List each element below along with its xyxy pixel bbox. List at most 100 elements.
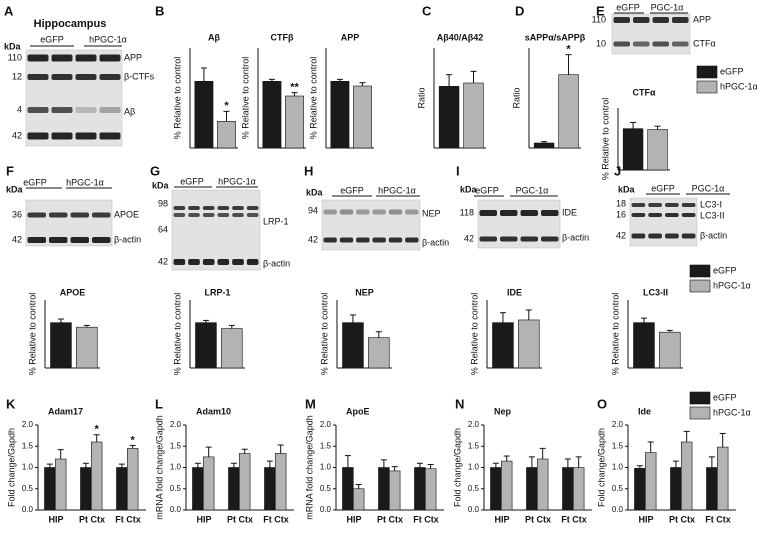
legend-swatch	[689, 279, 711, 293]
panel-letter: C	[422, 3, 432, 18]
blot-band	[51, 132, 73, 140]
marker-label: 110	[8, 52, 22, 62]
y-axis-label: % Relative to control	[172, 293, 182, 376]
y-tick-label: 0.5	[320, 484, 332, 493]
bar	[353, 85, 372, 149]
blot-band	[27, 74, 49, 80]
bar	[342, 322, 364, 369]
blot-band	[339, 209, 354, 215]
lane-label: eGFP	[340, 185, 364, 195]
marker-label: 36	[12, 209, 22, 219]
blot-band	[631, 213, 646, 217]
blot-band	[188, 213, 200, 217]
x-tick-label: Ft Ctx	[263, 514, 289, 524]
chart-title: Adam17	[48, 406, 83, 416]
blot-band	[652, 17, 669, 23]
blot-band	[188, 206, 200, 210]
blot-band	[648, 203, 662, 207]
band-label: LRP-1	[263, 216, 289, 226]
x-tick-label: Pt Ctx	[79, 514, 105, 524]
y-tick-label: 1.0	[468, 463, 480, 472]
blot-band	[70, 212, 89, 218]
bar	[80, 467, 92, 511]
kda-label: kDa	[6, 184, 24, 194]
legend-label: eGFP	[713, 392, 737, 402]
marker-label: 10	[596, 38, 606, 48]
y-tick-label: 0.5	[22, 484, 34, 493]
bar	[388, 470, 401, 511]
bar	[558, 74, 579, 149]
bar	[526, 467, 538, 511]
lane-label: eGFP	[651, 183, 675, 193]
blot-band	[541, 236, 559, 242]
legend-swatch	[696, 65, 718, 79]
bar	[116, 467, 128, 511]
panel-letter: E	[596, 3, 605, 18]
blot-band	[665, 213, 679, 217]
y-tick-label: 1.5	[612, 441, 624, 450]
bar	[195, 322, 217, 369]
bar	[217, 121, 236, 149]
blot-band	[188, 259, 200, 265]
chart-title: CTFβ	[271, 32, 294, 42]
marker-label: 42	[616, 230, 626, 240]
legend-label: hPGC-1α	[720, 81, 757, 91]
blot-band	[75, 107, 97, 113]
bar	[424, 468, 437, 511]
chart-title: sAPPα/sAPPβ	[525, 32, 586, 42]
y-tick-label: 0.5	[170, 484, 182, 493]
band-label: APP	[124, 52, 142, 62]
chart-title: Nep	[494, 406, 512, 416]
panel-letter: L	[155, 396, 163, 411]
y-axis-label: % Relative to control	[319, 293, 329, 376]
blot-band	[665, 233, 679, 239]
x-tick-label: Ft Ctx	[705, 514, 731, 524]
kda-label: kDa	[152, 180, 170, 190]
marker-label: 42	[158, 256, 168, 266]
bar	[352, 488, 365, 511]
y-tick-label: 0.0	[320, 505, 332, 514]
bar	[659, 331, 681, 369]
blot-band	[520, 210, 538, 216]
bar	[44, 467, 56, 511]
blot-band	[92, 237, 111, 243]
blot-band	[631, 203, 646, 207]
blot-title: Hippocampus	[34, 18, 107, 30]
y-tick-label: 2.0	[22, 420, 34, 429]
blot-band	[27, 237, 46, 243]
band-label: LC3-II	[700, 210, 725, 220]
legend-swatch	[696, 80, 718, 94]
bar	[438, 86, 460, 149]
y-axis-label: % Relative to control	[600, 98, 610, 181]
blot-band	[388, 209, 403, 215]
blot-band	[75, 54, 97, 62]
blot-band	[49, 237, 68, 243]
blot-band	[217, 259, 230, 265]
chart-title: LRP-1	[204, 287, 230, 297]
blot-band	[500, 210, 518, 216]
blot-band	[51, 54, 73, 62]
marker-label: 42	[12, 234, 22, 244]
bar	[274, 453, 287, 511]
blot-band	[652, 41, 669, 47]
y-axis-label: % Relative to control	[27, 293, 37, 376]
x-tick-label: HIP	[346, 514, 361, 524]
blot-band	[541, 210, 559, 216]
bar	[378, 467, 390, 511]
bar	[518, 319, 540, 369]
panel-letter: K	[6, 396, 16, 411]
legend-label: eGFP	[713, 265, 737, 275]
y-axis-label: Fold change/Gapdh	[452, 428, 462, 507]
blot-band	[27, 54, 49, 62]
bar	[202, 456, 215, 511]
bar	[562, 467, 574, 511]
significance-label: *	[566, 44, 571, 56]
blot-band	[500, 236, 518, 242]
significance-label: *	[131, 434, 136, 446]
x-tick-label: Ft Ctx	[561, 514, 587, 524]
bar	[680, 441, 693, 511]
bar	[228, 467, 240, 511]
y-tick-label: 0.0	[22, 505, 34, 514]
bar	[716, 446, 729, 511]
y-tick-label: 2.0	[170, 420, 182, 429]
